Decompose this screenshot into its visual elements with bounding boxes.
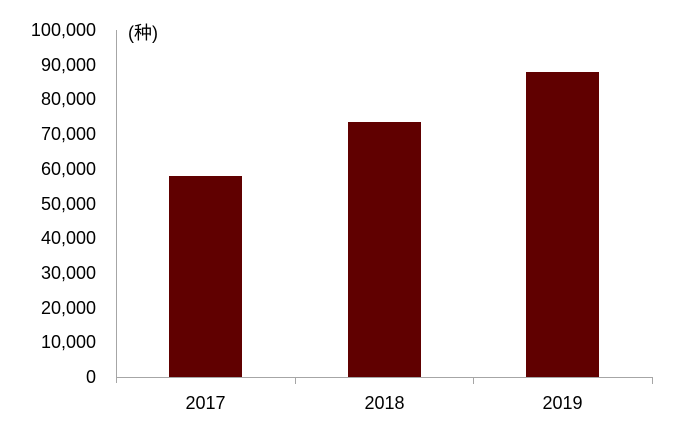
bar-2019: [526, 72, 599, 377]
y-axis-unit-label: (种): [128, 23, 158, 43]
x-tick-label: 2017: [185, 393, 226, 413]
x-tick-label: 2018: [364, 393, 405, 413]
y-tick-label: 100,000: [30, 20, 96, 40]
y-tick-label: 20,000: [40, 298, 96, 318]
y-tick-label: 80,000: [40, 89, 96, 109]
y-tick-label: 90,000: [40, 55, 96, 75]
y-tick-label: 40,000: [40, 228, 96, 248]
bar-2018: [348, 122, 421, 377]
y-tick-label: 60,000: [40, 159, 96, 179]
x-axis-tick: [295, 378, 296, 384]
y-tick-label: 10,000: [40, 332, 96, 352]
y-axis-line: [116, 30, 117, 383]
x-axis-tick: [652, 378, 653, 384]
y-tick-label: 70,000: [40, 124, 96, 144]
bar-2017: [169, 176, 242, 377]
x-tick-label: 2019: [542, 393, 583, 413]
y-tick-label: 0: [85, 367, 96, 387]
x-axis-line: [116, 377, 653, 378]
y-tick-label: 50,000: [40, 194, 96, 214]
x-axis-tick: [473, 378, 474, 384]
y-tick-label: 30,000: [40, 263, 96, 283]
